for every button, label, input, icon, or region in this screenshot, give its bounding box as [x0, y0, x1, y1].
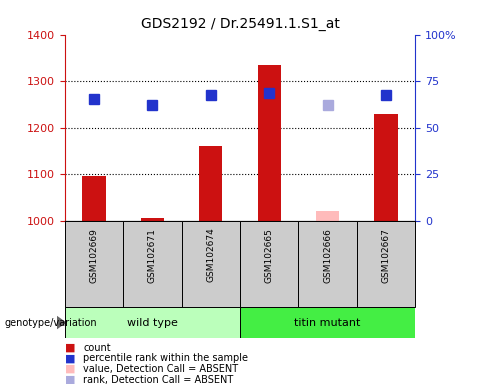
- Text: value, Detection Call = ABSENT: value, Detection Call = ABSENT: [83, 364, 238, 374]
- Text: GSM102665: GSM102665: [264, 228, 274, 283]
- Text: genotype/variation: genotype/variation: [5, 318, 97, 328]
- Text: GSM102674: GSM102674: [206, 228, 216, 283]
- Text: count: count: [83, 343, 111, 353]
- Text: GSM102671: GSM102671: [148, 228, 157, 283]
- Bar: [199, 146, 223, 221]
- Bar: [299, 221, 357, 307]
- Text: rank, Detection Call = ABSENT: rank, Detection Call = ABSENT: [83, 375, 233, 384]
- Text: GSM102667: GSM102667: [382, 228, 391, 283]
- Bar: [123, 221, 181, 307]
- Bar: [181, 221, 240, 307]
- Text: GSM102666: GSM102666: [323, 228, 332, 283]
- Text: titin mutant: titin mutant: [294, 318, 361, 328]
- Bar: [257, 65, 281, 221]
- Text: wild type: wild type: [127, 318, 178, 328]
- Text: ■: ■: [65, 353, 75, 363]
- Bar: [65, 307, 240, 338]
- Bar: [65, 221, 123, 307]
- Bar: [374, 114, 397, 221]
- Bar: [357, 221, 415, 307]
- Text: ■: ■: [65, 364, 75, 374]
- Bar: [83, 175, 106, 221]
- Text: ■: ■: [65, 375, 75, 384]
- Bar: [316, 212, 339, 221]
- Title: GDS2192 / Dr.25491.1.S1_at: GDS2192 / Dr.25491.1.S1_at: [141, 17, 339, 31]
- Bar: [240, 221, 299, 307]
- Text: ■: ■: [65, 343, 75, 353]
- Text: percentile rank within the sample: percentile rank within the sample: [83, 353, 248, 363]
- Bar: [240, 307, 415, 338]
- Text: GSM102669: GSM102669: [89, 228, 98, 283]
- Polygon shape: [57, 316, 65, 329]
- Bar: [141, 218, 164, 221]
